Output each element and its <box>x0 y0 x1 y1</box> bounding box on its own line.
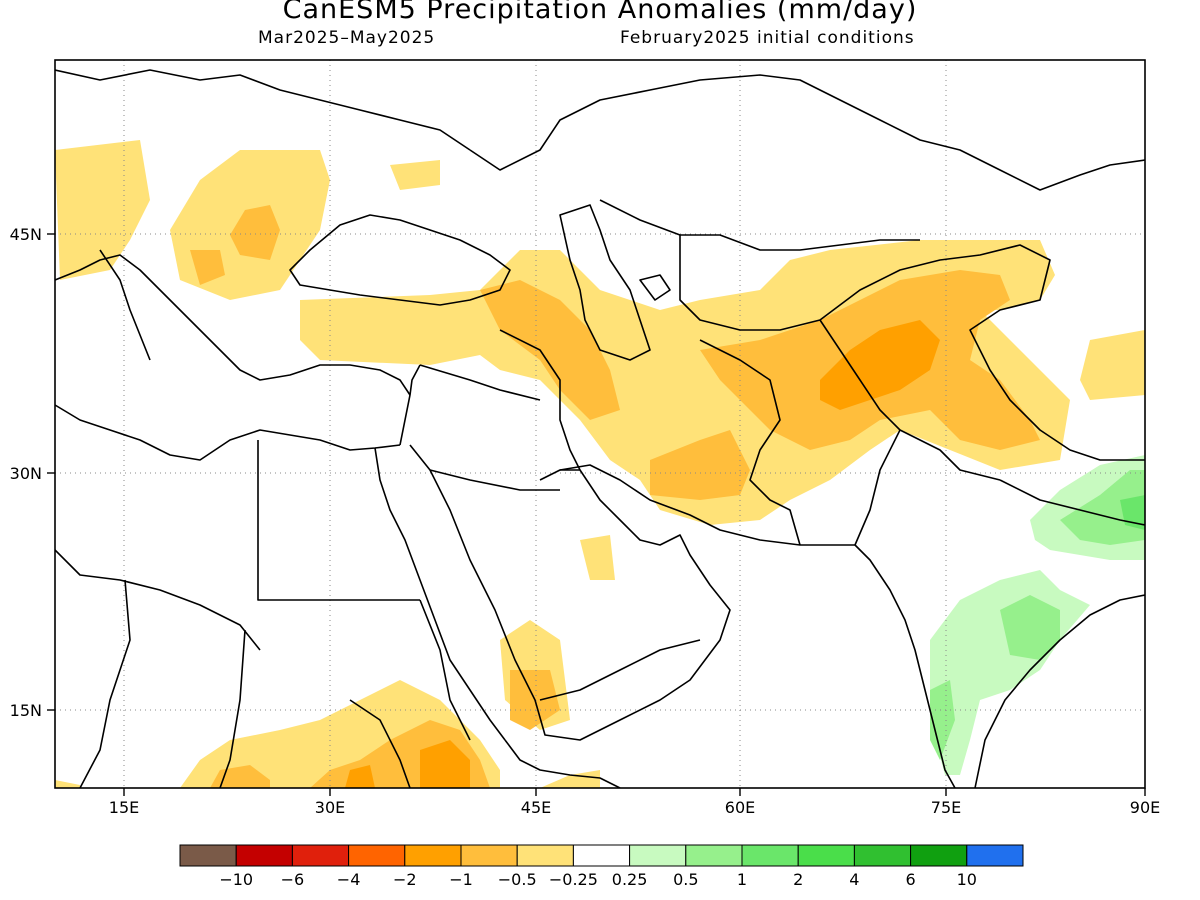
colorbar-label: 4 <box>849 870 859 889</box>
lon-label-30e: 30E <box>315 798 345 817</box>
colorbar-swatch <box>910 844 968 867</box>
lon-label-45e: 45E <box>521 798 551 817</box>
colorbar-swatch <box>741 844 799 867</box>
colorbar-label: −1 <box>449 870 473 889</box>
colorbar-swatch <box>966 844 1024 867</box>
lat-label-45n: 45N <box>10 225 42 244</box>
map-frame <box>54 59 1146 789</box>
graticule <box>55 60 1145 788</box>
lon-label-90e: 90E <box>1130 798 1160 817</box>
forecast-period: Mar2025–May2025 <box>258 28 436 48</box>
colorbar-swatch <box>685 844 743 867</box>
colorbar-swatch <box>460 844 518 867</box>
colorbar-swatch <box>235 844 293 867</box>
lon-label-60e: 60E <box>725 798 755 817</box>
map-title: CanESM5 Precipitation Anomalies (mm/day) <box>282 0 918 25</box>
colorbar-label: 0.5 <box>673 870 698 889</box>
colorbar-swatch <box>179 844 237 867</box>
coastlines <box>55 69 1145 788</box>
colorbar-label: −2 <box>393 870 417 889</box>
initial-conditions: February2025 initial conditions <box>620 28 915 48</box>
colorbar-swatch <box>516 844 574 867</box>
lat-label-15n: 15N <box>10 701 42 720</box>
colorbar-label: −4 <box>337 870 361 889</box>
colorbar-label: −10 <box>219 870 253 889</box>
latitude-labels: 45N 30N 15N <box>10 225 42 720</box>
colorbar-label: −6 <box>281 870 305 889</box>
colorbar-label: 2 <box>793 870 803 889</box>
colorbar-swatch <box>291 844 350 867</box>
colorbar-swatch <box>572 844 631 867</box>
colorbar-swatch <box>629 844 687 867</box>
wet-anomaly-moderate <box>930 470 1145 760</box>
colorbar-swatch <box>797 844 855 867</box>
lon-label-15e: 15E <box>109 798 139 817</box>
anomaly-field <box>55 140 1145 788</box>
colorbar: −10 −6 −4 −2 −1 −0.5 −0.25 0.25 0.5 1 2 4 6 10 <box>179 844 1024 889</box>
colorbar-label: 10 <box>957 870 977 889</box>
colorbar-label: 6 <box>906 870 916 889</box>
colorbar-label: −0.5 <box>498 870 537 889</box>
colorbar-label: −0.25 <box>549 870 598 889</box>
colorbar-swatch <box>404 844 462 867</box>
colorbar-label: 1 <box>737 870 747 889</box>
longitude-labels: 15E 30E 45E 60E 75E 90E <box>109 798 1160 817</box>
lon-label-75e: 75E <box>931 798 961 817</box>
colorbar-swatch <box>348 844 406 867</box>
lat-label-30n: 30N <box>10 464 42 483</box>
dry-anomaly-strong <box>345 320 940 788</box>
dry-anomaly-moderate <box>190 205 1040 788</box>
colorbar-label: 0.25 <box>612 870 648 889</box>
colorbar-swatch <box>853 844 912 867</box>
axis-ticks <box>47 233 1146 796</box>
